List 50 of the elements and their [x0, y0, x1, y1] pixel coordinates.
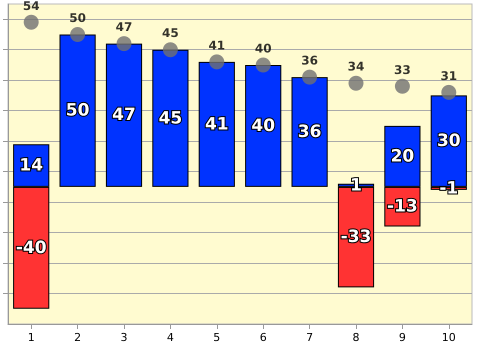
point: [209, 54, 224, 70]
point: [256, 57, 271, 72]
x-tick-label: 3: [120, 331, 128, 344]
data-label: 30: [436, 131, 461, 152]
bar: [106, 44, 142, 187]
data-label: 54: [22, 0, 40, 13]
point: [24, 14, 39, 30]
data-label: 45: [158, 108, 182, 128]
data-label: -13: [387, 196, 418, 217]
data-label: 31: [440, 68, 458, 83]
x-tick-label: 5: [213, 331, 220, 344]
x-tick-label: 6: [260, 331, 267, 344]
data-label: 47: [116, 20, 132, 34]
x-tick-label: 2: [74, 331, 82, 344]
data-label: 34: [348, 60, 364, 74]
data-label: 1: [350, 175, 362, 196]
x-tick-label: 4: [166, 331, 174, 344]
data-label: 41: [208, 38, 226, 52]
data-label: 47: [112, 105, 136, 126]
data-label: 33: [394, 62, 411, 77]
data-label: -40: [16, 238, 47, 258]
x-tick-label: 7: [306, 331, 314, 344]
point: [70, 26, 86, 42]
data-label: 36: [301, 54, 318, 68]
bar: [60, 34, 96, 187]
x-tick-label: 1: [28, 331, 35, 344]
bar: [152, 50, 188, 187]
data-label: -33: [340, 227, 372, 248]
data-label: 41: [204, 114, 229, 134]
point: [394, 78, 410, 94]
data-label: 50: [66, 100, 90, 121]
data-label: 40: [251, 116, 276, 136]
bar: [198, 62, 235, 187]
x-tick-label: 9: [398, 331, 406, 344]
point: [441, 84, 456, 100]
data-label: 36: [298, 122, 322, 142]
point: [302, 70, 318, 85]
data-label: 14: [19, 156, 44, 176]
data-label: 45: [162, 26, 179, 40]
bar: [292, 77, 328, 187]
point: [162, 42, 178, 58]
data-label: 50: [69, 10, 86, 25]
data-label: 20: [390, 146, 414, 166]
data-label: -1: [439, 178, 458, 198]
bar: [245, 64, 282, 187]
x-tick-label: 8: [352, 331, 360, 344]
point: [116, 36, 132, 52]
point: [348, 76, 364, 91]
data-label: 40: [254, 41, 272, 56]
x-tick-label: 10: [442, 331, 456, 344]
